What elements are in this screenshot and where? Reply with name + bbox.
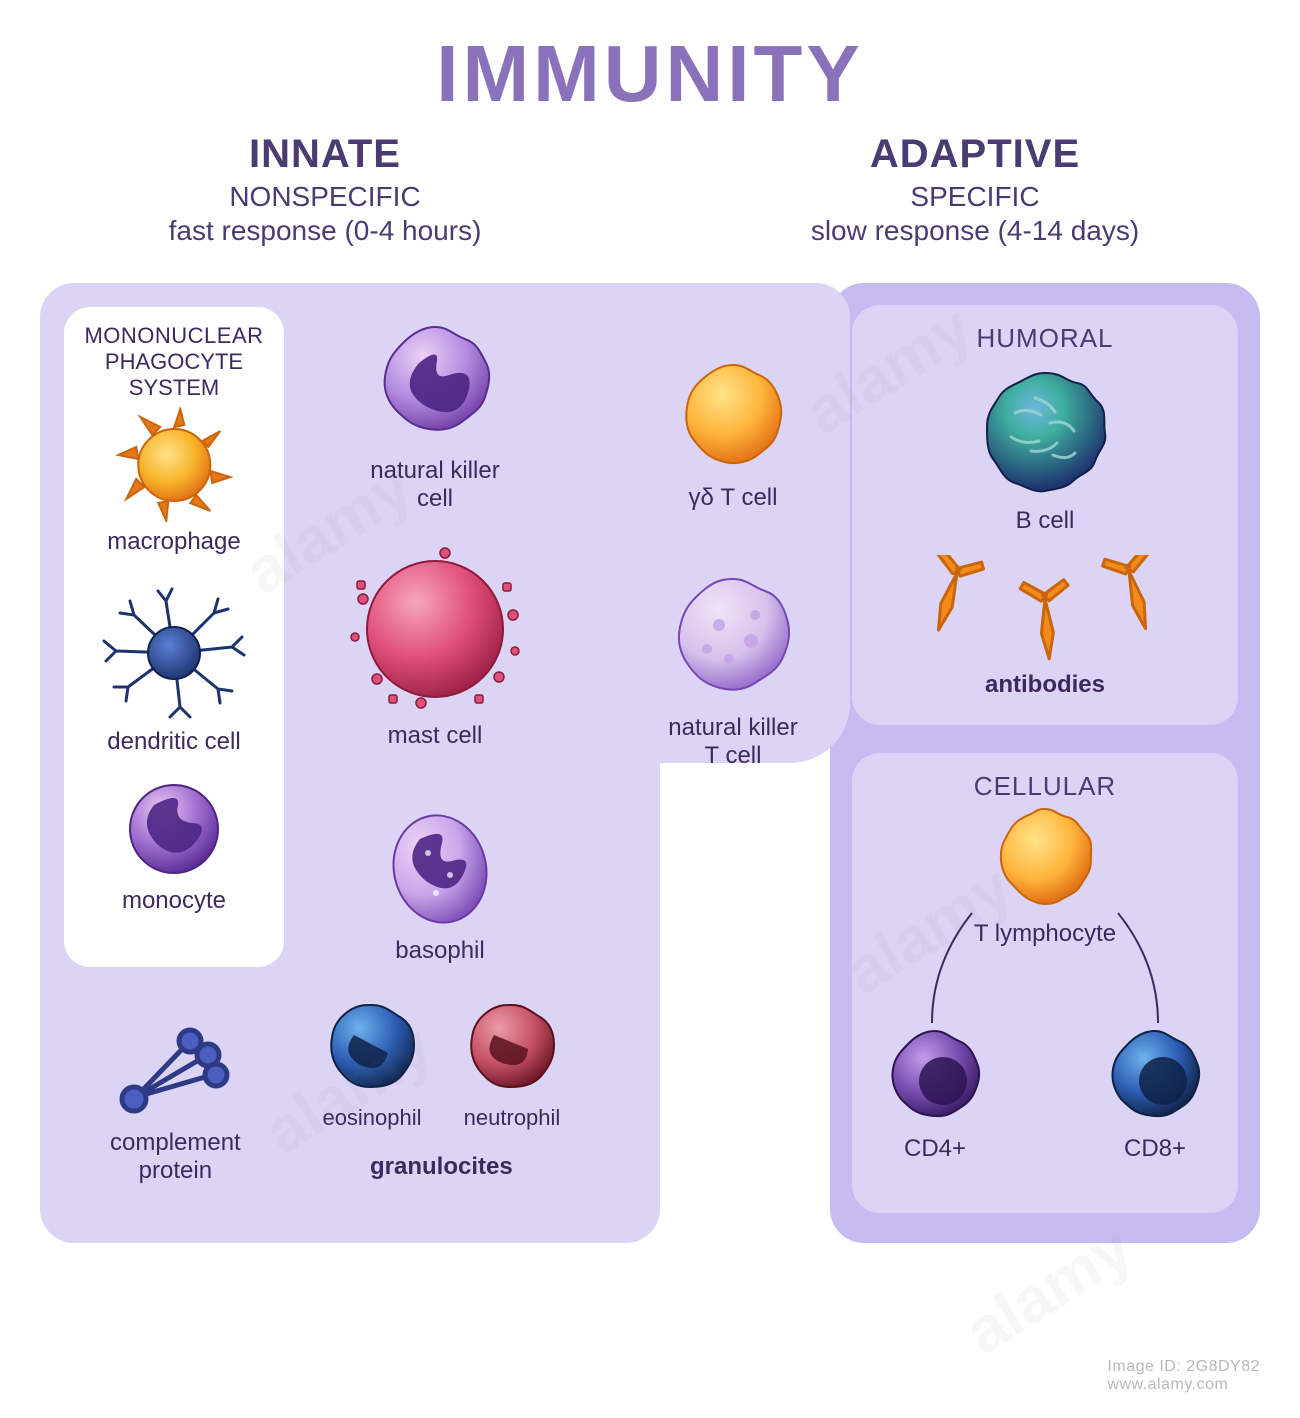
eosinophil: eosinophil [318,995,426,1130]
cellular-subpanel: CELLULAR T lymphocyte [852,753,1238,1213]
b-cell-label: B cell [970,507,1120,535]
antibodies-icon [915,555,1175,665]
adaptive-heading: ADAPTIVE [650,132,1300,177]
b-cell: B cell [970,361,1120,535]
macrophage: macrophage [107,407,240,556]
mps-line2: PHAGOCYTE [70,349,278,375]
neutrophil-icon [458,995,566,1099]
mps-box: MONONUCLEAR PHAGOCYTE SYSTEM macrophage [64,307,284,967]
complement-icon [110,1013,240,1123]
antibodies-label: antibodies [915,671,1175,699]
gd-t-icon [668,353,798,478]
eosinophil-label: eosinophil [318,1105,426,1130]
watermark-id: Image ID: 2G8DY82 [1107,1358,1260,1375]
column-headers: INNATE NONSPECIFIC fast response (0-4 ho… [0,132,1300,247]
cellular-heading: CELLULAR [862,771,1228,802]
mast-label: mast cell [340,722,530,750]
cd4-label: CD4+ [880,1135,990,1163]
dendritic-icon [99,587,249,722]
adaptive-panel: HUMORAL [830,283,1260,1243]
nk-cell: natural killer cell [360,311,510,512]
innate-response: fast response (0-4 hours) [0,215,650,247]
diagram-arena: HUMORAL [40,283,1260,1263]
cd8-cell: CD8+ [1100,1021,1210,1163]
adaptive-response: slow response (4-14 days) [650,215,1300,247]
humoral-subpanel: HUMORAL [852,305,1238,725]
eosinophil-icon [318,995,426,1099]
monocyte: monocyte [120,777,228,915]
cd8-icon [1100,1021,1210,1129]
gd-t-label: γδ T cell [668,484,798,512]
neutrophil-label: neutrophil [458,1105,566,1130]
cd4-cell: CD4+ [880,1021,990,1163]
mast-icon [340,541,530,716]
nk-label: natural killer cell [360,457,510,512]
nk-icon [360,311,510,451]
basophil-icon [380,803,500,931]
nk-t-icon [658,563,808,708]
monocyte-label: monocyte [120,887,228,915]
neutrophil: neutrophil [458,995,566,1130]
nk-t-label: natural killer T cell [658,714,808,769]
b-cell-icon [970,361,1120,501]
granulocites-label: granulocites [370,1153,513,1181]
adaptive-header: ADAPTIVE SPECIFIC slow response (4-14 da… [650,132,1300,247]
mast-cell: mast cell [340,541,530,750]
mps-line1: MONONUCLEAR [70,323,278,349]
basophil: basophil [380,803,500,965]
gd-t-cell: γδ T cell [668,353,798,512]
macrophage-label: macrophage [107,528,240,556]
complement-label: complement protein [110,1129,241,1184]
humoral-heading: HUMORAL [862,323,1228,354]
watermark-footer: Image ID: 2G8DY82 www.alamy.com [1107,1358,1260,1394]
complement-protein: complement protein [110,1013,241,1184]
innate-header: INNATE NONSPECIFIC fast response (0-4 ho… [0,132,650,247]
monocyte-icon [120,777,228,881]
nk-t-cell: natural killer T cell [658,563,808,769]
basophil-label: basophil [380,937,500,965]
page-title: IMMUNITY [0,28,1300,120]
innate-spec: NONSPECIFIC [0,181,650,213]
adaptive-spec: SPECIFIC [650,181,1300,213]
watermark-url: www.alamy.com [1107,1376,1228,1393]
dendritic-label: dendritic cell [99,728,249,756]
mps-line3: SYSTEM [70,375,278,401]
macrophage-icon [114,407,234,522]
antibodies: antibodies [915,555,1175,699]
dendritic-cell: dendritic cell [99,587,249,756]
cd8-label: CD8+ [1100,1135,1210,1163]
innate-heading: INNATE [0,132,650,177]
cd4-icon [880,1021,990,1129]
